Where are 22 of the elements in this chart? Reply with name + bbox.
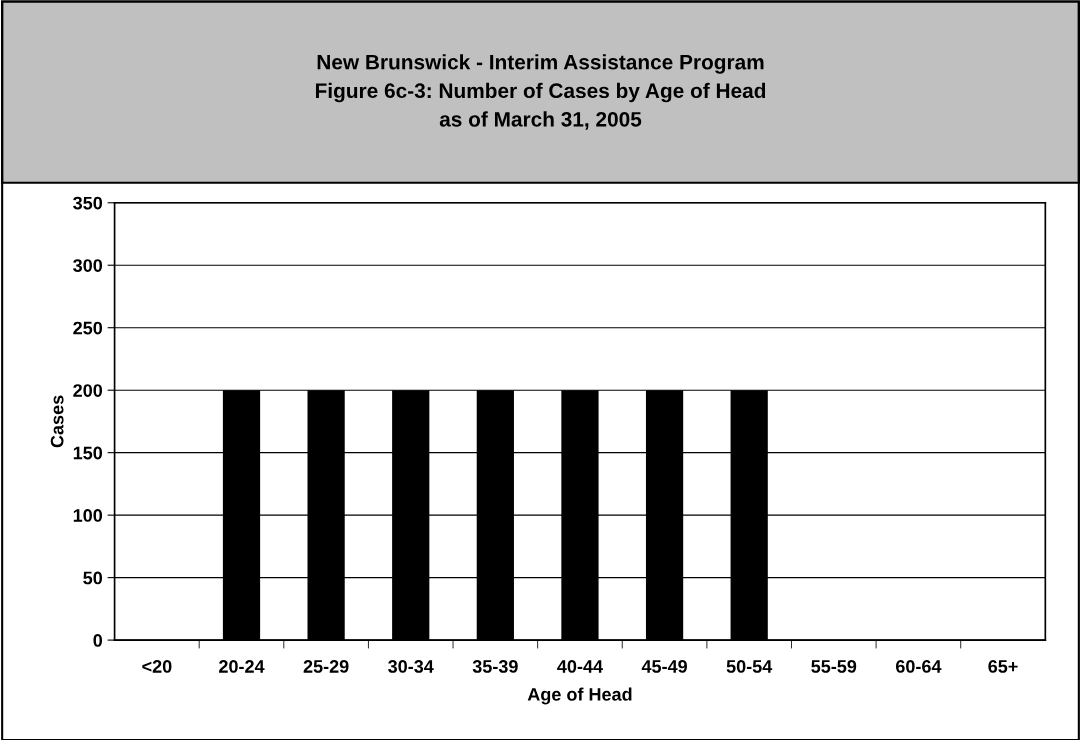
y-tick-label: 250 <box>73 321 103 335</box>
x-tick-label: 25-29 <box>303 660 349 673</box>
x-tick-label: <20 <box>142 660 172 673</box>
y-tick-label: 100 <box>73 509 103 522</box>
x-tick-label: 30-34 <box>388 660 434 673</box>
y-tick-label: 0 <box>93 634 103 647</box>
x-tick-label: 45-49 <box>641 660 687 673</box>
y-tick-label: 150 <box>73 446 103 460</box>
x-tick-label: 55-59 <box>811 660 857 673</box>
x-tick-label: 40-44 <box>557 660 603 673</box>
y-tick-label: 300 <box>73 259 103 272</box>
x-tick-label: 50-54 <box>726 660 773 673</box>
x-tick-label: 35-39 <box>472 660 518 673</box>
y-tick-label: 200 <box>73 384 103 397</box>
x-axis-title: Age of Head <box>527 687 632 705</box>
y-tick-label: 50 <box>83 571 103 585</box>
x-tick-label: 65+ <box>988 660 1018 673</box>
x-tick-label: 20-24 <box>219 660 265 673</box>
chart-title: New Brunswick - Interim Assistance Program Figure 6c-3: Number of Cases by Age of Head as of March 31, 2005 <box>315 54 766 130</box>
y-tick-label: 350 <box>73 196 103 210</box>
x-tick-label: 60-64 <box>895 660 942 673</box>
y-axis-title: Cases <box>50 395 64 448</box>
